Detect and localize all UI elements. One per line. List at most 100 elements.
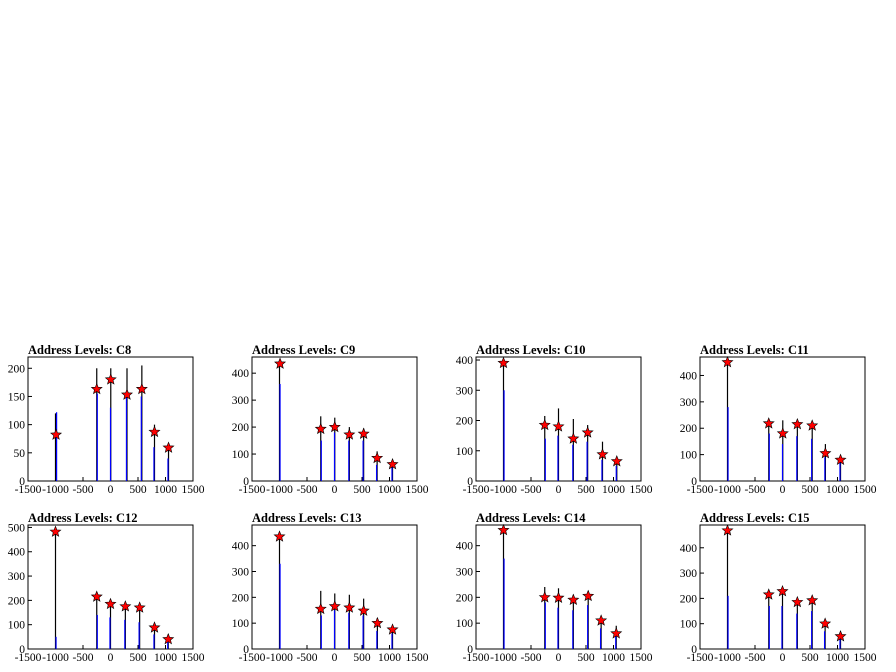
x-tick-label: 1500 bbox=[854, 484, 877, 496]
y-tick-label: 300 bbox=[232, 567, 250, 579]
peak-marker bbox=[135, 382, 148, 395]
peak-marker bbox=[119, 600, 132, 612]
peak-marker bbox=[538, 418, 551, 431]
chart-panel: Address Levels: C15 -1500 -1000 -500 0 500 100… bbox=[680, 511, 877, 664]
y-tick-label: 0 bbox=[19, 476, 25, 488]
peak-marker bbox=[314, 422, 327, 435]
x-tick-label: -1500 bbox=[687, 652, 714, 664]
y-tick-label: 100 bbox=[456, 618, 474, 630]
x-tick-label: 1500 bbox=[630, 652, 653, 664]
x-tick-label: -500 bbox=[72, 652, 93, 664]
peak-marker bbox=[791, 417, 804, 430]
peak-marker bbox=[50, 428, 63, 440]
y-tick-label: 300 bbox=[456, 567, 474, 579]
peak-marker bbox=[148, 621, 161, 633]
y-tick-label: 300 bbox=[680, 397, 698, 409]
x-tick-label: 1500 bbox=[630, 484, 653, 496]
y-tick-label: 100 bbox=[680, 450, 698, 462]
peak-marker bbox=[721, 524, 734, 536]
peak-marker bbox=[806, 594, 819, 606]
x-tick-label: 0 bbox=[780, 484, 786, 496]
peak-marker bbox=[120, 388, 134, 400]
y-tick-label: 400 bbox=[680, 370, 698, 382]
peak-marker bbox=[386, 457, 399, 470]
x-tick-label: 1000 bbox=[154, 484, 177, 496]
x-tick-label: -1500 bbox=[239, 484, 266, 496]
peak-marker bbox=[386, 623, 399, 635]
peak-marker bbox=[721, 355, 734, 368]
x-tick-label: -1500 bbox=[239, 652, 266, 664]
x-tick-label: -1500 bbox=[15, 484, 42, 496]
peak-marker bbox=[162, 441, 175, 453]
peak-marker bbox=[371, 451, 384, 464]
x-tick-label: -500 bbox=[744, 484, 765, 496]
peak-marker bbox=[806, 419, 819, 431]
x-tick-label: -500 bbox=[520, 652, 541, 664]
x-tick-label: 1500 bbox=[182, 484, 205, 496]
peak-marker bbox=[328, 420, 341, 433]
peak-marker bbox=[274, 357, 287, 369]
chart-title: Address Levels: C12 bbox=[28, 511, 138, 525]
x-tick-label: -500 bbox=[72, 484, 93, 496]
chart-title: Address Levels: C10 bbox=[476, 343, 586, 357]
peak-marker bbox=[162, 632, 175, 645]
peak-marker bbox=[552, 591, 565, 603]
peak-marker bbox=[834, 630, 847, 642]
x-tick-label: 0 bbox=[780, 652, 786, 664]
y-tick-label: 0 bbox=[691, 476, 697, 488]
x-tick-label: 0 bbox=[332, 484, 338, 496]
peak-marker bbox=[776, 584, 789, 597]
x-tick-label: 0 bbox=[332, 652, 338, 664]
x-tick-label: 1500 bbox=[406, 652, 429, 664]
peak-marker bbox=[819, 446, 832, 459]
y-tick-label: 400 bbox=[680, 543, 698, 555]
x-tick-label: -1000 bbox=[490, 652, 517, 664]
x-tick-label: -1000 bbox=[42, 652, 69, 664]
peak-marker bbox=[90, 382, 103, 395]
y-tick-label: 200 bbox=[8, 363, 26, 375]
chart-panel: Address Levels: C9-1500 -1000 -500 0 500 1000… bbox=[232, 343, 429, 496]
peak-marker bbox=[552, 420, 565, 432]
y-tick-label: 100 bbox=[680, 619, 698, 631]
x-tick-label: 500 bbox=[129, 652, 147, 664]
chart-title: Address Levels: C9 bbox=[252, 343, 355, 357]
chart-panel: Address Levels: C13 -1500 -1000 -500 0 500 100… bbox=[232, 511, 429, 664]
chart-panel: Address Levels: C12 -1500 -1000 -500 0 500 100… bbox=[8, 511, 205, 664]
x-tick-label: -500 bbox=[296, 652, 317, 664]
y-tick-label: 200 bbox=[456, 592, 474, 604]
y-tick-label: 0 bbox=[243, 476, 249, 488]
x-tick-label: 1000 bbox=[602, 652, 625, 664]
x-tick-label: 1000 bbox=[826, 652, 849, 664]
chart-title: Address Levels: C8 bbox=[28, 343, 131, 357]
peak-marker bbox=[148, 425, 161, 438]
y-tick-label: 400 bbox=[232, 541, 250, 553]
y-tick-label: 300 bbox=[680, 568, 698, 580]
peak-marker bbox=[567, 432, 580, 444]
peak-marker bbox=[90, 590, 103, 602]
chart-panel: Address Levels: C11 -1500 -1000 -500 0 500 100… bbox=[680, 343, 877, 496]
y-tick-label: 150 bbox=[8, 391, 26, 403]
peak-marker bbox=[371, 616, 384, 629]
x-tick-label: 500 bbox=[129, 484, 147, 496]
x-tick-label: 0 bbox=[556, 484, 562, 496]
x-tick-label: -1500 bbox=[463, 484, 490, 496]
peak-marker bbox=[104, 373, 117, 385]
peak-marker bbox=[343, 428, 356, 440]
chart-title: Address Levels: C15 bbox=[700, 511, 810, 525]
peak-marker bbox=[610, 455, 623, 467]
y-tick-label: 0 bbox=[467, 644, 473, 656]
peak-marker bbox=[595, 614, 608, 626]
peak-marker bbox=[104, 597, 117, 610]
x-tick-label: 500 bbox=[353, 484, 371, 496]
x-tick-label: -1500 bbox=[463, 652, 490, 664]
x-tick-label: 0 bbox=[108, 652, 114, 664]
x-tick-label: 1500 bbox=[182, 652, 205, 664]
y-tick-label: 200 bbox=[232, 422, 250, 434]
y-tick-label: 300 bbox=[232, 395, 250, 407]
peak-marker bbox=[497, 356, 510, 369]
x-tick-label: -1000 bbox=[714, 484, 741, 496]
peak-marker bbox=[273, 530, 286, 542]
y-tick-label: 400 bbox=[456, 355, 474, 367]
x-tick-label: -1500 bbox=[15, 652, 42, 664]
x-tick-label: 1000 bbox=[378, 484, 401, 496]
